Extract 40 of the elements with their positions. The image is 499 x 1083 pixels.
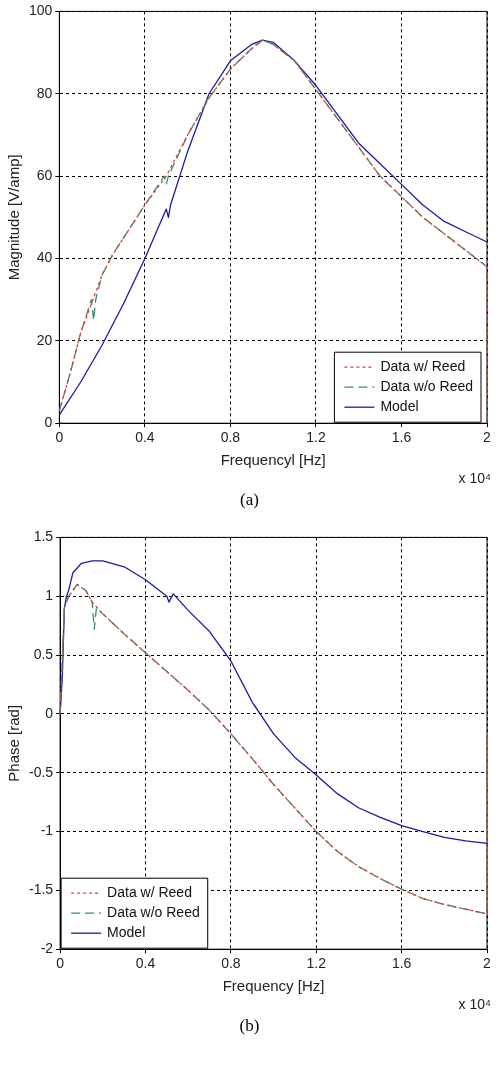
y-tick-label: -2 xyxy=(40,940,54,957)
x-axis-title: Frequency [Hz] xyxy=(222,977,325,995)
y-tick-label: -1.5 xyxy=(29,881,54,898)
text: x 10⁴ xyxy=(458,995,491,1012)
y-tick-label: 1.5 xyxy=(33,528,54,545)
y-tick-label: 100 xyxy=(29,2,53,19)
legend-label: Model xyxy=(380,398,419,415)
y-tick-label: -1 xyxy=(40,822,54,839)
x-tick-label: 2 xyxy=(483,429,492,446)
legend-label: Model xyxy=(107,924,146,941)
y-tick-label: -0.5 xyxy=(29,763,54,780)
y-tick-label: 60 xyxy=(36,166,53,183)
line-series xyxy=(59,583,488,915)
x-tick-label: 0.4 xyxy=(135,429,155,446)
y-tick-label: 20 xyxy=(36,331,53,348)
x-tick-label: 0.4 xyxy=(135,955,156,972)
text: x 10⁴ xyxy=(458,469,491,486)
x-tick-label: 1.2 xyxy=(306,429,326,446)
y-tick-label: 80 xyxy=(36,84,53,101)
legend-label: Data w/ Reed xyxy=(380,358,466,375)
y-axis-title: Magnitude [V/amp] xyxy=(5,154,23,281)
y-tick-label: 0 xyxy=(45,704,54,721)
x-tick-label: 0.8 xyxy=(220,429,241,446)
legend-label: Data w/o Reed xyxy=(107,904,200,921)
y-tick-label: 1 xyxy=(45,587,54,604)
x-tick-label: 1.6 xyxy=(391,429,412,446)
x-tick-label: 2 xyxy=(483,955,492,972)
text: (b) xyxy=(238,1016,261,1037)
text: (a) xyxy=(239,490,260,511)
y-tick-label: 0.5 xyxy=(33,645,54,662)
x-axis-title: Frequencyl [Hz] xyxy=(220,451,326,469)
x-tick-label: 0.8 xyxy=(221,955,241,972)
legend-label: Data w/o Reed xyxy=(380,378,473,395)
y-tick-label: 0 xyxy=(44,414,53,431)
y-axis-title: Phase [rad] xyxy=(5,704,23,782)
x-tick-label: 0 xyxy=(56,955,65,972)
x-tick-label: 1.2 xyxy=(306,955,327,972)
x-tick-label: 1.6 xyxy=(391,955,412,972)
legend-label: Data w/ Reed xyxy=(107,884,192,901)
y-tick-label: 40 xyxy=(36,249,53,266)
